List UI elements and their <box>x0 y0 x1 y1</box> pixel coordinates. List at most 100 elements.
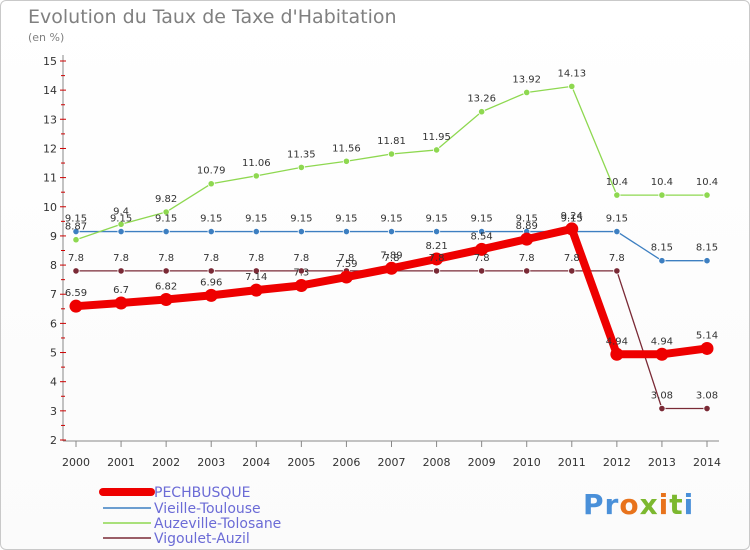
data-label-1: 9.15 <box>425 214 447 225</box>
y-tick-label: 6 <box>50 317 57 330</box>
series-point-0 <box>69 299 83 313</box>
series-point-3 <box>207 267 215 275</box>
data-label-2: 13.26 <box>467 94 496 105</box>
series-point-0 <box>339 270 353 284</box>
logo-letter: P <box>583 488 605 521</box>
logo-letter: o <box>619 488 640 521</box>
series-point-0 <box>249 283 263 297</box>
series-point-1 <box>342 227 351 236</box>
series-point-3 <box>613 267 621 275</box>
series-point-0 <box>294 278 308 292</box>
data-label-2: 14.13 <box>557 68 586 79</box>
logo-letter: i <box>658 488 670 521</box>
series-point-3 <box>703 404 711 413</box>
y-tick-label: 7 <box>50 288 57 301</box>
data-label-3: 7.8 <box>384 253 400 264</box>
data-label-0: 8.21 <box>425 241 447 252</box>
data-label-2: 11.81 <box>377 136 406 147</box>
y-tick-label: 4 <box>50 376 57 389</box>
series-point-0 <box>475 242 489 256</box>
legend: PECHBUSQUEVieille-ToulouseAuzeville-Tolo… <box>99 485 281 547</box>
series-point-1 <box>162 227 170 236</box>
x-tick-label: 2012 <box>603 456 631 469</box>
series-point-3 <box>297 267 305 275</box>
series-point-1 <box>72 227 80 236</box>
data-label-2: 8.87 <box>65 222 87 233</box>
series-point-2 <box>523 88 531 97</box>
series-point-2 <box>162 208 170 216</box>
series-point-0 <box>655 347 669 361</box>
series-point-3 <box>432 267 441 275</box>
y-tick-label: 9 <box>50 230 57 243</box>
series-point-2 <box>207 180 215 188</box>
data-label-1: 9.15 <box>200 214 222 225</box>
data-label-0: 6.96 <box>200 277 222 288</box>
series-point-3 <box>72 267 80 275</box>
data-label-2: 9.82 <box>155 194 177 205</box>
data-label-3: 3.08 <box>696 391 718 402</box>
series-point-3 <box>658 404 666 413</box>
data-label-1: 9.15 <box>335 214 357 225</box>
series-point-0 <box>700 341 714 355</box>
axes: 2 3 4 5 6 7 8 9 10 11 12 13 14 15 2000 2001 2002 2003 2004… <box>43 55 721 469</box>
legend-label-3: Vigoulet-Auzil <box>154 531 250 547</box>
series-point-3 <box>568 267 576 275</box>
data-label-1: 9.15 <box>471 214 493 225</box>
data-label-3: 7.8 <box>474 253 490 264</box>
logo-letter: i <box>683 488 695 521</box>
data-label-2: 10.4 <box>696 177 718 188</box>
data-label-0: 5.14 <box>696 330 718 341</box>
data-label-0: 6.7 <box>113 285 129 296</box>
data-label-1: 9.15 <box>606 214 628 225</box>
series-point-1 <box>613 227 621 236</box>
x-tick-label: 2008 <box>423 456 451 469</box>
data-label-2: 11.95 <box>422 132 451 143</box>
data-label-1: 8.15 <box>696 243 718 254</box>
x-tick-label: 2001 <box>107 456 135 469</box>
series-point-0 <box>159 292 173 306</box>
data-label-0: 4.94 <box>606 336 628 347</box>
data-label-3: 7.8 <box>293 253 309 264</box>
legend-label-0: PECHBUSQUE <box>154 485 250 501</box>
y-tick-label: 12 <box>43 142 57 155</box>
x-tick-label: 2007 <box>378 456 406 469</box>
data-label-0: 8.54 <box>471 231 493 242</box>
data-label-3: 7.8 <box>429 253 445 264</box>
y-tick-label: 13 <box>43 113 57 126</box>
x-tick-label: 2014 <box>693 456 721 469</box>
legend-label-2: Auzeville-Tolosane <box>154 516 281 532</box>
x-tick-label: 2013 <box>648 456 676 469</box>
data-label-1: 9.15 <box>516 214 538 225</box>
data-label-0: 9.24 <box>561 211 583 222</box>
data-label-3: 7.8 <box>564 253 580 264</box>
x-tick-label: 2005 <box>287 456 315 469</box>
x-tick-label: 2009 <box>468 456 496 469</box>
data-label-0: 7.59 <box>335 259 357 270</box>
x-tick-label: 2000 <box>62 456 90 469</box>
data-label-2: 9.4 <box>113 206 129 217</box>
data-label-2: 11.06 <box>242 158 271 169</box>
series-point-1 <box>117 227 125 236</box>
data-label-3: 7.8 <box>338 253 354 264</box>
series-point-1 <box>478 227 486 236</box>
series-point-3 <box>478 267 486 275</box>
y-tick-label: 10 <box>43 201 57 214</box>
data-label-3: 7.8 <box>113 253 129 264</box>
data-label-2: 10.4 <box>651 177 673 188</box>
series-point-1 <box>297 227 305 236</box>
data-labels-layer: 6.59 6.7 6.82 6.96 7.14 7.3 7.59 7.89 8.21 8.54 8.… <box>65 68 718 401</box>
y-tick-label: 15 <box>43 55 57 68</box>
series-point-2 <box>72 236 80 244</box>
series-point-2 <box>658 191 666 199</box>
logo-letter: t <box>669 488 684 521</box>
data-label-1: 9.15 <box>155 214 177 225</box>
series-point-2 <box>703 191 711 199</box>
logo-letter: x <box>639 488 659 521</box>
data-label-1: 9.15 <box>110 214 132 225</box>
x-tick-label: 2011 <box>558 456 586 469</box>
data-label-3: 7.8 <box>519 253 535 264</box>
logo-letter: r <box>604 488 620 521</box>
series-point-2 <box>117 220 125 228</box>
